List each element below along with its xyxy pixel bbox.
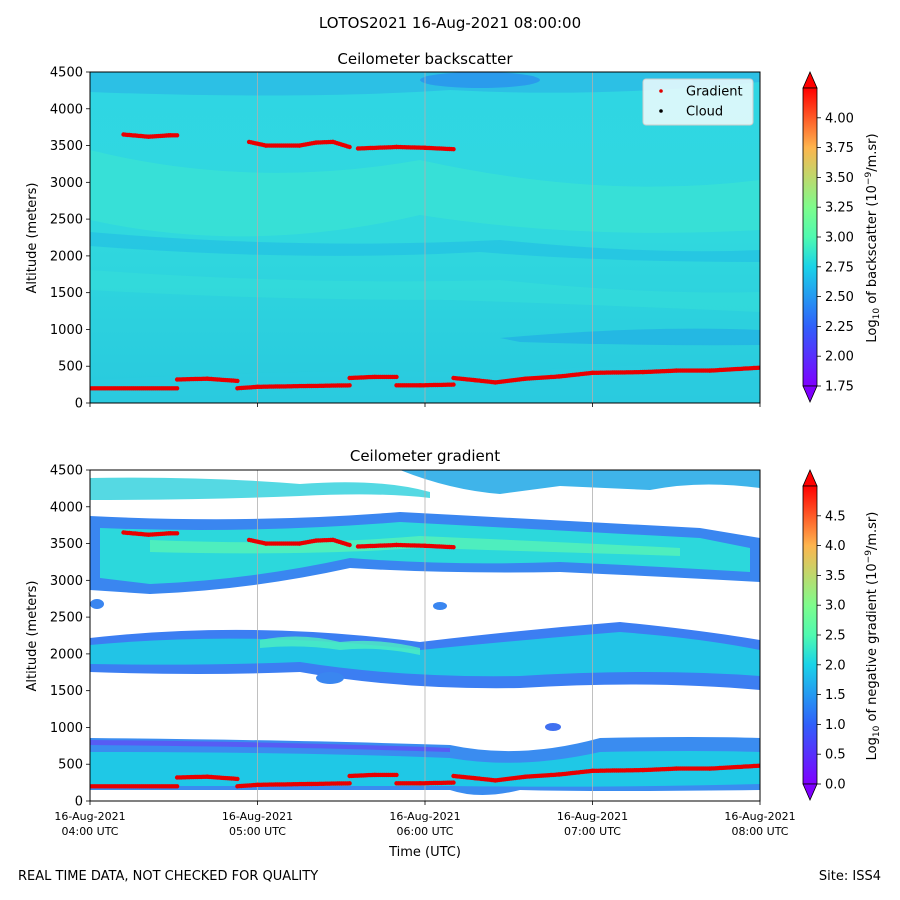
figure-title: LOTOS2021 16-Aug-2021 08:00:00: [318, 14, 582, 32]
ytick-label: 2000: [50, 249, 83, 264]
legend-cloud-label: Cloud: [686, 105, 723, 120]
gradient-colorbar-label: Log10 of negative gradient (10−9/m.sr): [864, 512, 882, 761]
gradient-xticks: 16-Aug-2021 04:00 UTC 16-Aug-2021 05:00 UTC…: [54, 403, 796, 838]
colorbar-tick-label: 0.5: [825, 748, 846, 763]
colorbar-tick-label: 4.0: [825, 539, 846, 554]
gradient-point: [451, 382, 456, 387]
colorbar-tick-label: 1.0: [825, 718, 846, 733]
xtick-time: 06:00 UTC: [396, 825, 453, 838]
ytick-label: 4500: [50, 66, 83, 81]
gradient-point: [174, 386, 180, 391]
ytick-label: 500: [58, 758, 83, 773]
ytick-label: 3500: [50, 537, 83, 552]
ytick-label: 3000: [50, 176, 83, 191]
backscatter-vgrid: [257, 72, 593, 403]
xtick-time: 08:00 UTC: [731, 825, 788, 838]
quality-disclaimer: REAL TIME DATA, NOT CHECKED FOR QUALITY: [18, 869, 319, 884]
ytick-label: 2500: [50, 611, 83, 626]
legend-cloud-marker: [659, 109, 663, 113]
gradient-point: [451, 545, 456, 550]
gradient-point: [235, 378, 240, 384]
legend-gradient-label: Gradient: [686, 85, 743, 100]
colorbar-tick-label: 2.50: [825, 290, 854, 305]
ytick-label: 1500: [50, 684, 83, 699]
gradient-point: [347, 144, 352, 150]
gradient-point: [394, 772, 399, 778]
colorbar-tick-label: 2.00: [825, 350, 854, 365]
site-label: Site: ISS4: [818, 869, 881, 884]
colorbar-tick-label: 3.00: [825, 231, 854, 246]
gradient-point: [394, 374, 399, 380]
gradient-panel-title: Ceilometer gradient: [349, 447, 501, 465]
colorbar-tick-label: 1.5: [825, 688, 846, 703]
ytick-label: 2000: [50, 647, 83, 662]
gradient-point: [235, 776, 240, 782]
colorbar-tick-label: 0.0: [825, 778, 846, 793]
gradient-colorbar: [802, 469, 818, 801]
gradient-point: [347, 542, 352, 548]
backscatter-colorbar-ticks: 1.75 2.00 2.25 2.50 2.75 3.00 3.25 3.50 3.75 4.00: [817, 111, 854, 395]
colorbar-tick-label: 2.0: [825, 658, 846, 673]
gradient-point: [174, 784, 180, 789]
gradient-point: [174, 531, 180, 536]
gradient-colorbar-ticks: 0.0 0.5 1.0 1.5 2.0 2.5 3.0 3.5 4.0 4.5: [817, 509, 846, 793]
colorbar-tick-label: 3.0: [825, 599, 846, 614]
ytick-label: 0: [75, 795, 83, 810]
ytick-label: 4500: [50, 464, 83, 479]
legend-gradient-marker: [659, 89, 663, 93]
xtick-date: 16-Aug-2021: [54, 810, 125, 823]
backscatter-ylabel: Altitude (meters): [25, 183, 40, 294]
backscatter-panel-title: Ceilometer backscatter: [337, 50, 513, 68]
gradient-vgrid: [257, 470, 593, 801]
ytick-label: 4000: [50, 500, 83, 515]
ytick-label: 4000: [50, 102, 83, 117]
backscatter-colorbar: [802, 71, 818, 403]
xtick-date: 16-Aug-2021: [389, 810, 460, 823]
gradient-point: [451, 780, 456, 785]
gradient-point: [347, 781, 352, 786]
gradient-panel-gradient-points: [90, 530, 760, 789]
ytick-label: 1000: [50, 323, 83, 338]
backscatter-legend: Gradient Cloud: [642, 78, 754, 126]
ytick-label: 0: [75, 397, 83, 412]
xtick-time: 04:00 UTC: [61, 825, 118, 838]
xtick-time: 07:00 UTC: [564, 825, 621, 838]
ytick-label: 1500: [50, 286, 83, 301]
colorbar-tick-label: 3.5: [825, 569, 846, 584]
colorbar-tick-label: 3.25: [825, 201, 854, 216]
colorbar-tick-label: 4.00: [825, 111, 854, 126]
gradient-xlabel: Time (UTC): [388, 845, 461, 860]
ytick-label: 3000: [50, 574, 83, 589]
ytick-label: 2500: [50, 213, 83, 228]
backscatter-yticks: 0 500 1000 1500 2000 2500 3000 3500 4000 4500: [50, 66, 90, 412]
xtick-date: 16-Aug-2021: [557, 810, 628, 823]
gradient-point: [757, 365, 760, 370]
xtick-date: 16-Aug-2021: [222, 810, 293, 823]
colorbar-tick-label: 2.25: [825, 320, 854, 335]
ytick-label: 3500: [50, 139, 83, 154]
gradient-ylabel: Altitude (meters): [25, 581, 40, 692]
colorbar-tick-label: 2.75: [825, 260, 854, 275]
colorbar-tick-label: 3.50: [825, 171, 854, 186]
colorbar-tick-label: 1.75: [825, 380, 854, 395]
ytick-label: 1000: [50, 721, 83, 736]
backscatter-gradient-points: [90, 132, 760, 391]
gradient-point: [757, 763, 760, 768]
xtick-time: 05:00 UTC: [229, 825, 286, 838]
gradient-point: [451, 147, 456, 152]
backscatter-colorbar-label: Log10 of backscatter (10−9/m.sr): [864, 133, 882, 342]
gradient-yticks: 0 500 1000 1500 2000 2500 3000 3500 4000 4500: [50, 464, 90, 810]
colorbar-tick-label: 2.5: [825, 629, 846, 644]
xtick-date: 16-Aug-2021: [724, 810, 795, 823]
gradient-point: [347, 383, 352, 388]
colorbar-tick-label: 3.75: [825, 141, 854, 156]
colorbar-tick-label: 4.5: [825, 509, 846, 524]
ytick-label: 500: [58, 360, 83, 375]
gradient-point: [174, 133, 180, 138]
